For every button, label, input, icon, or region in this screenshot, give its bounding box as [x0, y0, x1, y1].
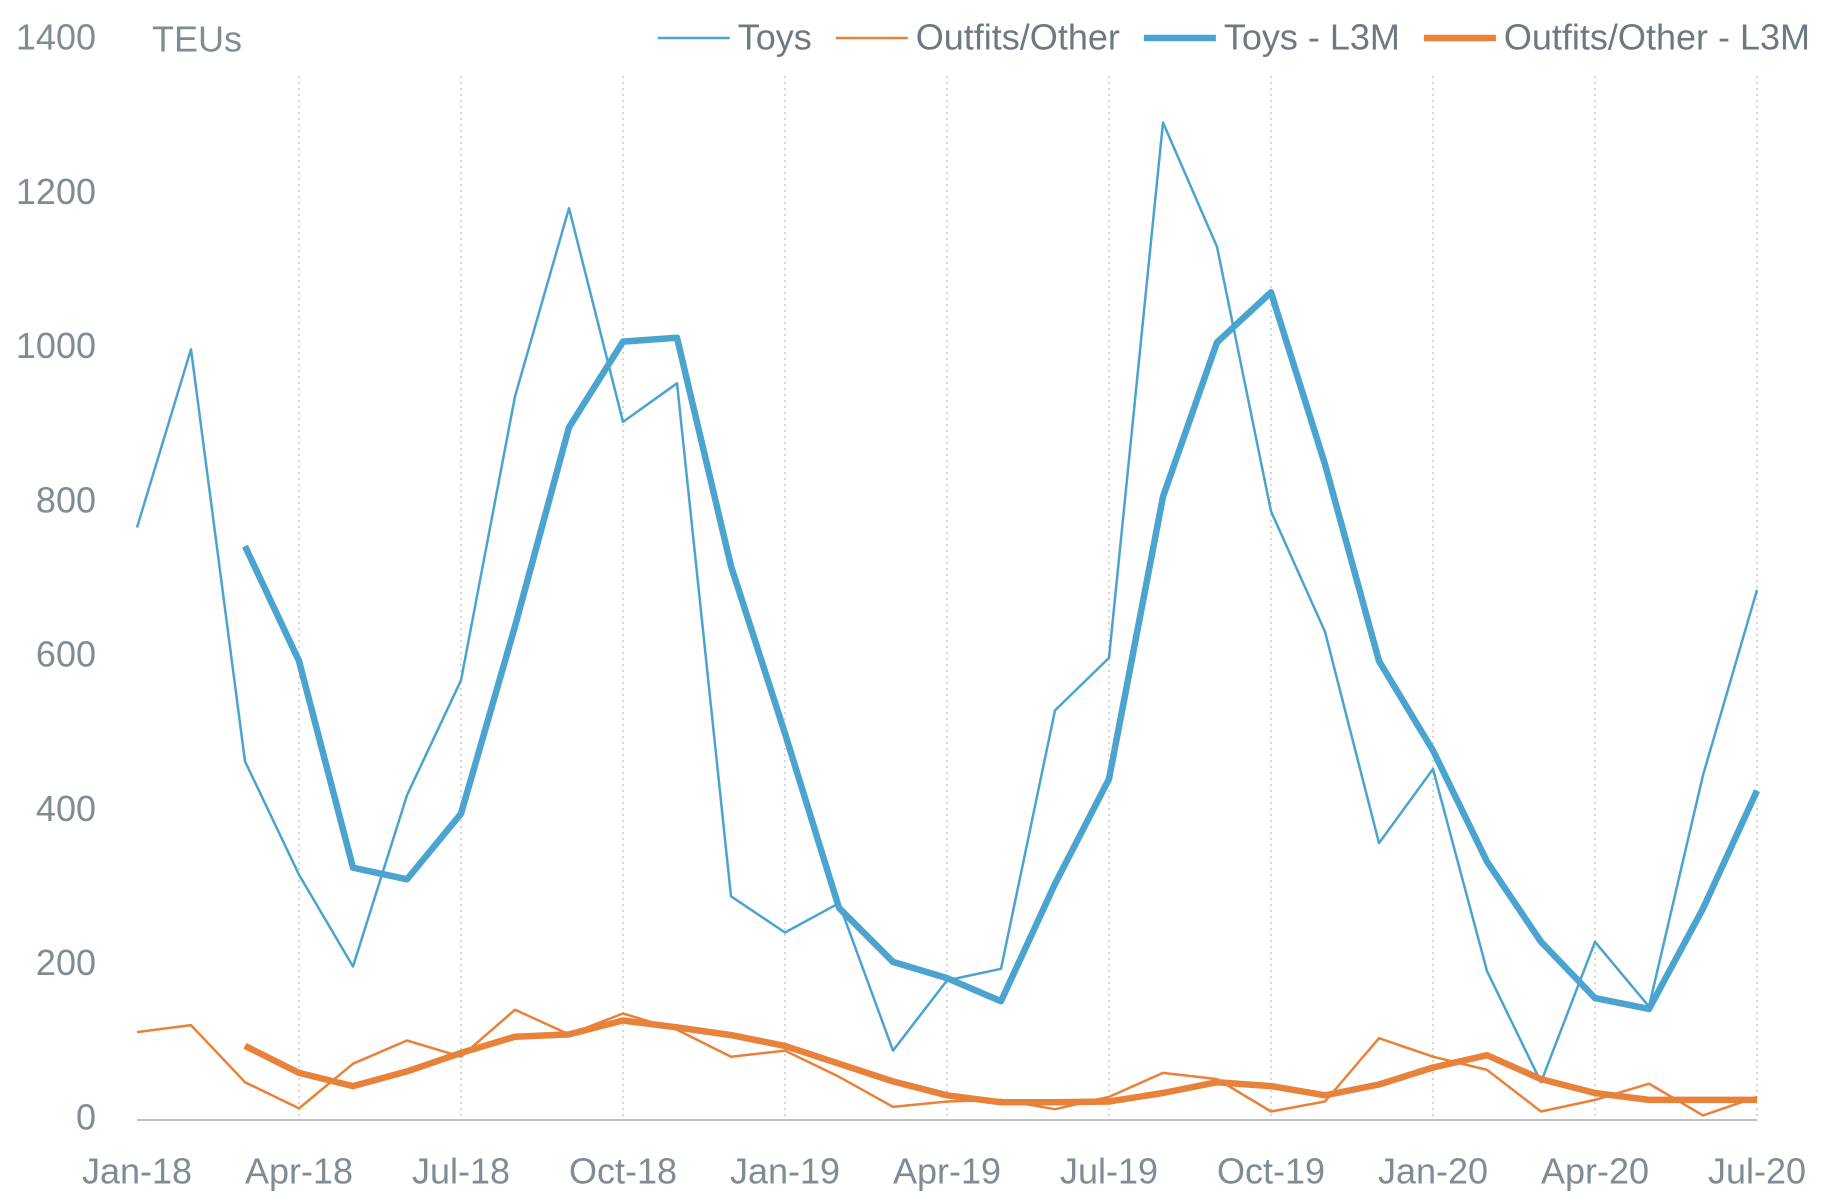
x-tick-label: Oct-19 [1217, 1151, 1325, 1192]
series-line [135, 121, 1759, 1084]
x-tick-label: Oct-18 [569, 1151, 677, 1192]
x-tick-label: Jan-20 [1378, 1151, 1488, 1192]
x-tick-label: Jul-20 [1708, 1151, 1806, 1192]
y-tick-label: 800 [36, 479, 96, 520]
y-tick-label: 0 [76, 1097, 96, 1138]
y-tick-label: 1400 [16, 17, 96, 58]
x-tick-label: Apr-18 [245, 1151, 353, 1192]
x-tick-label: Apr-20 [1541, 1151, 1649, 1192]
y-tick-label: 200 [36, 942, 96, 983]
y-tick-label: 1000 [16, 325, 96, 366]
y-tick-label: 400 [36, 788, 96, 829]
y-unit-label: TEUs [152, 19, 242, 60]
series-line [136, 1008, 1758, 1117]
legend-label: Toys - L3M [1224, 17, 1400, 58]
legend-label: Outfits/Other [916, 17, 1120, 58]
legend-label: Toys [738, 17, 812, 58]
legend-label: Outfits/Other - L3M [1504, 17, 1810, 58]
x-tick-label: Jan-19 [730, 1151, 840, 1192]
x-tick-label: Jul-19 [1060, 1151, 1158, 1192]
series-line [243, 1017, 1757, 1106]
x-tick-label: Apr-19 [893, 1151, 1001, 1192]
y-tick-label: 1200 [16, 171, 96, 212]
series-line [242, 289, 1760, 1013]
y-tick-label: 600 [36, 634, 96, 675]
x-tick-label: Jan-18 [82, 1151, 192, 1192]
x-tick-label: Jul-18 [412, 1151, 510, 1192]
